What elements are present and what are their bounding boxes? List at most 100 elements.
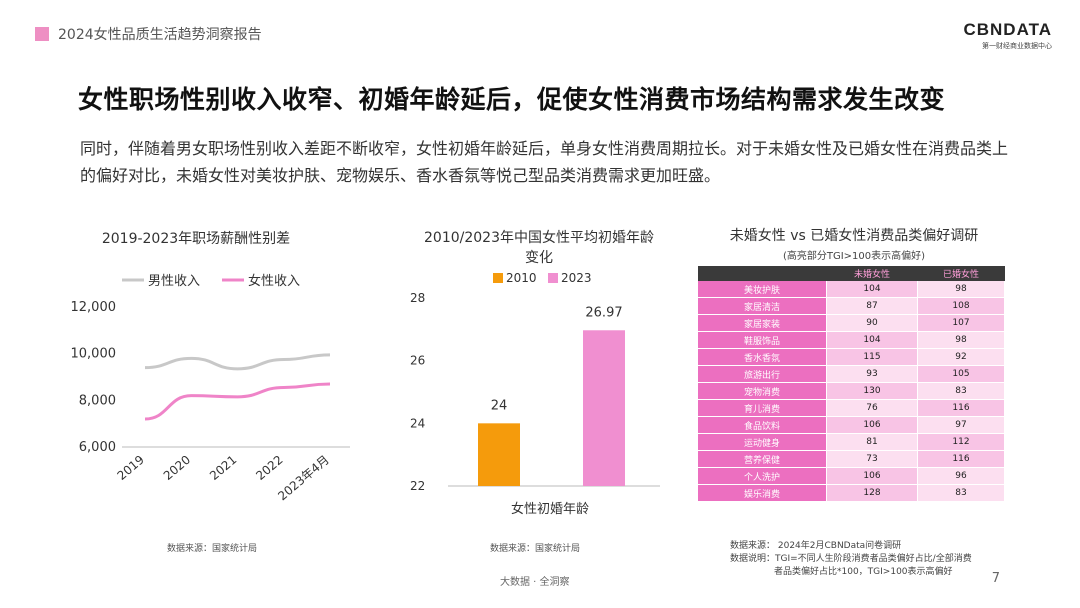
tgi-unmarried-cell: 73 [826,450,918,468]
tgi-married-cell: 97 [917,416,1005,434]
tgi-unmarried-cell: 90 [826,314,918,332]
bar-chart-source: 数据来源：国家统计局 [490,544,581,554]
tgi-category-cell: 营养保健 [698,450,827,468]
tgi-category-cell: 食品饮料 [698,416,827,434]
bar-value-label-2023: 26.97 [585,305,622,320]
header-marker [35,27,49,41]
tgi-table-row: 个人洗护 106 96 [698,467,1005,485]
bar-y-tick-label: 28 [410,291,425,305]
tgi-married-cell: 116 [917,399,1005,417]
tgi-married-cell: 112 [917,433,1005,451]
tgi-married-cell: 98 [917,281,1005,298]
x-tick-label: 2022 [253,453,285,483]
tgi-category-cell: 家居家装 [698,314,827,332]
tgi-source-line-2: 数据说明：TGI=不同人生阶段消费者品类偏好占比/全部消费 [730,554,972,564]
tgi-unmarried-cell: 130 [826,382,918,400]
tgi-table-subtitle: (高亮部分TGI>100表示高偏好) [782,251,926,262]
series-line-2 [144,382,331,421]
tgi-unmarried-cell: 76 [826,399,918,417]
tgi-col-unmarried: 未婚女性 [853,270,890,280]
tgi-table-row: 育儿消费 76 116 [698,399,1005,417]
tgi-unmarried-cell: 104 [826,331,918,349]
tgi-married-cell: 105 [917,365,1005,383]
bar-legend-label-1: 2010 [506,271,537,285]
bar-chart: 2010 2023 28 26 24 22 女性初婚年龄 24 26.97 [410,271,660,517]
bar-2023 [583,330,625,486]
tgi-category-cell: 娱乐消费 [698,484,827,502]
tgi-source-line-1: 数据来源： 2024年2月CBNData问卷调研 [730,541,902,551]
bar-category-label: 女性初婚年龄 [511,501,589,517]
tgi-unmarried-cell: 115 [826,348,918,366]
bar-y-tick-label: 24 [410,416,425,430]
tgi-married-cell: 116 [917,450,1005,468]
tgi-table-row: 营养保健 73 116 [698,450,1005,468]
bar-legend-label-2: 2023 [561,271,592,285]
line-chart-title: 2019-2023年职场薪酬性别差 [101,231,291,247]
y-tick-label: 8,000 [79,393,116,408]
bar-y-tick-label: 26 [410,354,425,368]
bar-2010 [478,423,520,486]
logo-main-text: CBNDATA [963,20,1052,39]
tgi-table-source: 数据来源： 2024年2月CBNData问卷调研 数据说明：TGI=不同人生阶段… [730,540,972,579]
tgi-table-row: 娱乐消费 128 83 [698,484,1005,502]
logo-sub-text: 第一财经商业数据中心 [982,42,1052,50]
y-tick-label: 6,000 [79,440,116,455]
bar-legend-swatch-2 [548,273,558,283]
tgi-category-cell: 家居清洁 [698,297,827,315]
tgi-married-cell: 107 [917,314,1005,332]
tgi-unmarried-cell: 106 [826,416,918,434]
bar-value-label-2010: 24 [491,398,508,413]
line-chart-source: 数据来源：国家统计局 [167,544,258,554]
tgi-table-heading: 未婚女性 vs 已婚女性消费品类偏好调研 (高亮部分TGI>100表示高偏好) [698,225,1010,262]
tgi-table-row: 食品饮料 106 97 [698,416,1005,434]
tgi-table-row: 旅游出行 93 105 [698,365,1005,383]
x-tick-label: 2020 [161,453,193,483]
tgi-table-title: 未婚女性 vs 已婚女性消费品类偏好调研 [729,228,979,244]
line-chart: 男性收入 女性收入 12,000 10,000 8,000 6,000 2019 2020… [71,273,350,504]
tgi-col-category [698,266,827,281]
tgi-source-line-3: 者品类偏好占比*100，TGI>100表示高偏好 [774,567,953,577]
bar-chart-title: 2010/2023年中国女性平均初婚年龄变化 [424,230,654,266]
tgi-unmarried-cell: 87 [826,297,918,315]
tgi-category-cell: 个人洗护 [698,467,827,485]
tgi-married-cell: 83 [917,382,1005,400]
tgi-table-row: 家居清洁 87 108 [698,297,1005,315]
x-tick-label: 2021 [207,453,239,483]
bar-y-tick-label: 22 [410,479,425,493]
page-title: 女性职场性别收入收窄、初婚年龄延后，促使女性消费市场结构需求发生改变 [78,85,946,114]
tgi-unmarried-cell: 106 [826,467,918,485]
tgi-table-row: 鞋服饰品 104 98 [698,331,1005,349]
x-tick-label: 2023年4月 [275,453,332,504]
tgi-category-cell: 运动健身 [698,433,827,451]
tgi-unmarried-cell: 81 [826,433,918,451]
x-tick-label: 2019 [115,453,147,483]
tgi-table-row: 美妆护肤 104 98 [698,281,1005,298]
y-tick-label: 12,000 [71,300,117,315]
tgi-married-cell: 108 [917,297,1005,315]
tgi-table-row: 宠物消费 130 83 [698,382,1005,400]
cbndata-logo: CBNDATA 第一财经商业数据中心 [963,20,1052,51]
footer-tagline: 大数据 · 全洞察 [500,577,570,588]
tgi-category-cell: 旅游出行 [698,365,827,383]
tgi-unmarried-cell: 128 [826,484,918,502]
tgi-unmarried-cell: 104 [826,281,918,298]
series-line-1 [144,353,331,371]
tgi-unmarried-cell: 93 [826,365,918,383]
report-title: 2024女性品质生活趋势洞察报告 [58,27,262,43]
page-number: 7 [991,571,1000,586]
tgi-married-cell: 83 [917,484,1005,502]
tgi-married-cell: 96 [917,467,1005,485]
tgi-category-cell: 育儿消费 [698,399,827,417]
tgi-category-cell: 美妆护肤 [698,281,827,298]
tgi-married-cell: 98 [917,331,1005,349]
tgi-col-married: 已婚女性 [942,270,979,280]
y-tick-label: 10,000 [71,347,117,362]
tgi-category-cell: 鞋服饰品 [698,331,827,349]
bar-legend-swatch-1 [493,273,503,283]
tgi-table-row: 运动健身 81 112 [698,433,1005,451]
legend-label-1: 男性收入 [148,274,200,289]
tgi-category-cell: 宠物消费 [698,382,827,400]
legend-label-2: 女性收入 [248,273,300,289]
tgi-category-cell: 香水香氛 [698,348,827,366]
tgi-table-row: 香水香氛 115 92 [698,348,1005,366]
